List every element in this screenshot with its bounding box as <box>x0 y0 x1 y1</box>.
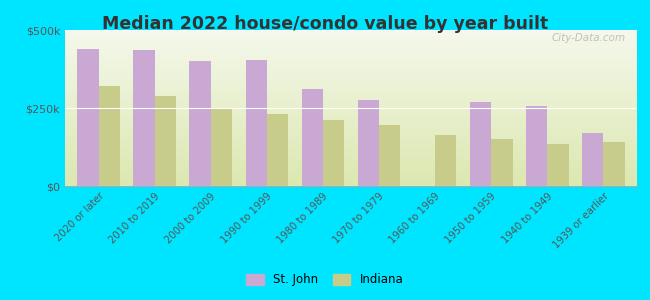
Legend: St. John, Indiana: St. John, Indiana <box>242 269 408 291</box>
Bar <box>190 61 211 186</box>
Bar <box>302 89 323 186</box>
Bar <box>133 50 155 186</box>
Text: City-Data.com: City-Data.com <box>551 33 625 43</box>
Bar <box>246 60 267 186</box>
Bar <box>470 102 491 186</box>
Bar <box>582 133 603 186</box>
Bar <box>547 144 569 186</box>
Bar <box>155 95 176 186</box>
Text: Median 2022 house/condo value by year built: Median 2022 house/condo value by year bu… <box>102 15 548 33</box>
Bar <box>99 86 120 186</box>
Bar <box>358 100 379 186</box>
Bar <box>491 139 512 186</box>
Bar <box>526 106 547 186</box>
Bar <box>323 121 345 186</box>
Bar <box>267 114 288 186</box>
Bar <box>603 142 625 186</box>
Bar <box>211 108 232 186</box>
Bar <box>435 134 456 186</box>
Bar <box>379 125 400 186</box>
Bar <box>77 49 99 186</box>
